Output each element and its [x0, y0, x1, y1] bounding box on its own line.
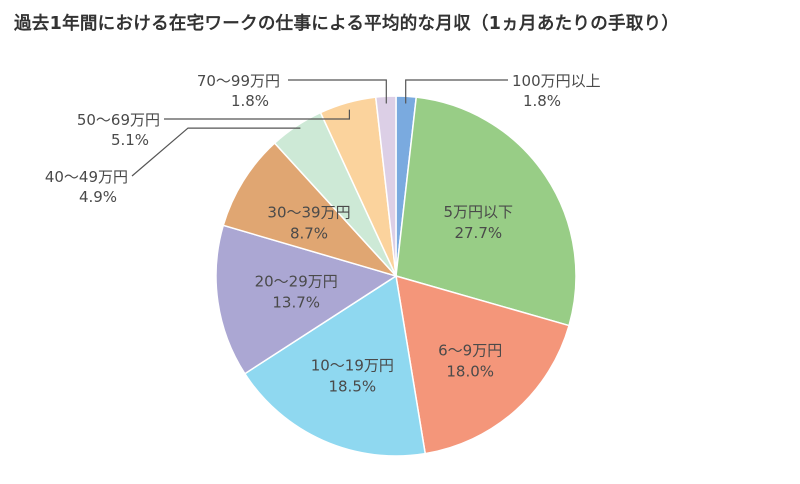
slice-label-2: 6〜9万円 — [438, 341, 502, 359]
slice-value-7: 5.1% — [111, 131, 149, 149]
pie-slice-4 — [215, 224, 398, 375]
pie-slice-5 — [222, 142, 399, 278]
slice-value-2: 18.0% — [446, 362, 494, 380]
slice-label-3: 10〜19万円 — [311, 357, 394, 375]
slice-label-4: 20〜29万円 — [255, 273, 338, 291]
slice-label-7: 50〜69万円 — [77, 111, 160, 129]
leader-line-8 — [288, 79, 387, 104]
slice-label-6: 40〜49万円 — [45, 168, 128, 186]
slice-value-3: 18.5% — [328, 378, 376, 396]
slice-label-5: 30〜39万円 — [267, 204, 350, 222]
slice-value-4: 13.7% — [272, 294, 320, 312]
slice-label-0: 100万円以上 — [512, 72, 601, 90]
leader-line-6 — [131, 127, 301, 177]
leader-line-0 — [405, 79, 508, 104]
slice-value-5: 8.7% — [290, 225, 328, 243]
leader-lines — [131, 79, 508, 177]
slice-value-1: 27.7% — [454, 224, 502, 242]
slice-label-1: 5万円以下 — [444, 203, 514, 221]
slice-value-0: 1.8% — [523, 92, 561, 110]
pie-slice-3 — [243, 274, 427, 457]
chart-title: 過去1年間における在宅ワークの仕事による平均的な月収（1ヵ月あたりの手取り） — [14, 14, 680, 34]
slice-label-8: 70〜99万円 — [197, 72, 280, 90]
pie-slice-1 — [395, 96, 577, 327]
leader-line-7 — [164, 109, 350, 120]
pie-slice-2 — [395, 274, 570, 455]
slice-value-8: 1.8% — [231, 92, 269, 110]
pie-slices — [215, 95, 577, 457]
slice-value-6: 4.9% — [79, 188, 117, 206]
slice-labels: 100万円以上 1.8% 5万円以下 27.7% 6〜9万円 18.0% 10〜19万円 18… — [45, 72, 601, 396]
